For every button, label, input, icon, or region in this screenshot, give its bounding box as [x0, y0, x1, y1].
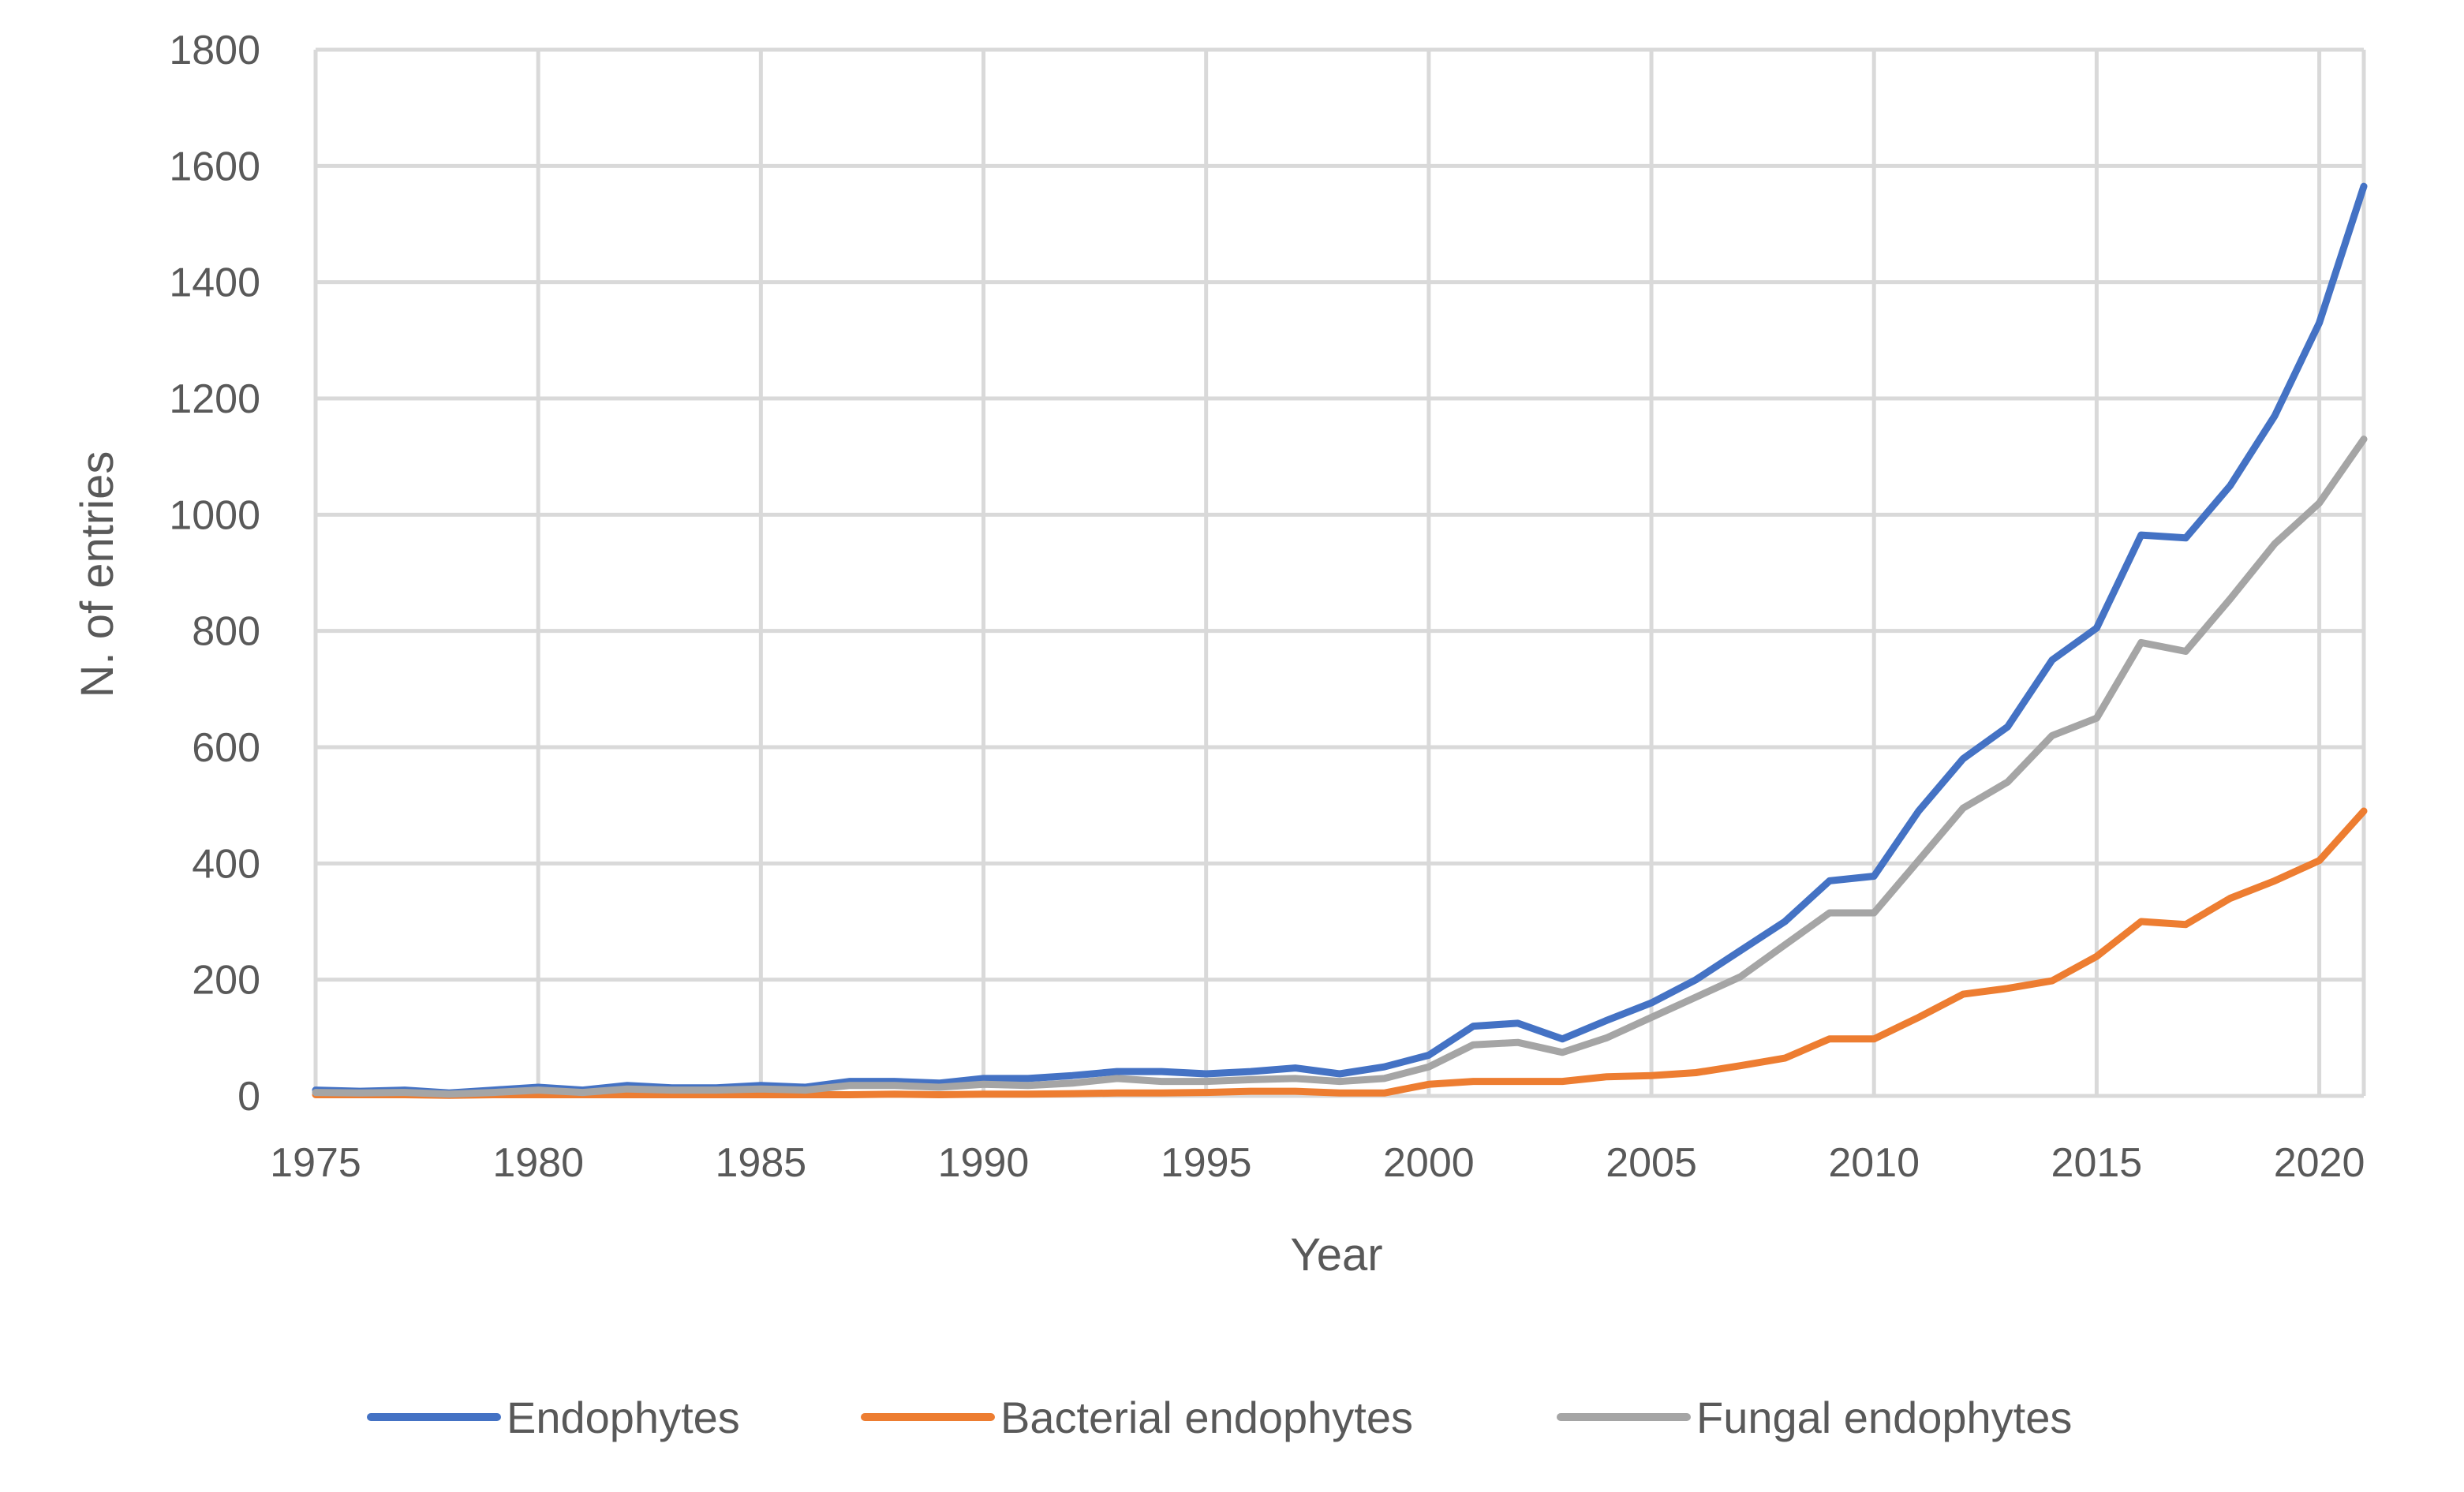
y-tick-label: 1800 — [169, 28, 260, 73]
vertical-gridlines — [313, 50, 2366, 1096]
series-line-bacterial-endophytes — [312, 807, 2368, 1099]
legend-label-endophytes: Endophytes — [507, 1393, 740, 1442]
y-tick-label: 0 — [237, 1074, 260, 1120]
x-tick-label: 1975 — [270, 1140, 361, 1186]
series-lines — [312, 182, 2368, 1099]
y-axis-title: N. of entries — [72, 451, 123, 698]
horizontal-gridlines — [316, 47, 2364, 1098]
x-axis-tick-labels: 1975 1980 1985 1990 1995 2000 2005 2010 2015 2020 — [270, 1140, 2365, 1186]
series-line-endophytes — [312, 182, 2368, 1097]
legend: Endophytes Bacterial endophytes Fungal end… — [367, 1393, 2072, 1442]
legend-label-bacterial-endophytes: Bacterial endophytes — [1000, 1393, 1413, 1442]
series-line-fungal-endophytes — [312, 436, 2368, 1098]
y-tick-label: 1000 — [169, 492, 260, 538]
x-tick-label: 1990 — [938, 1140, 1030, 1186]
x-tick-label: 2020 — [2274, 1140, 2365, 1186]
x-tick-label: 2015 — [2051, 1140, 2143, 1186]
legend-label-fungal-endophytes: Fungal endophytes — [1696, 1393, 2072, 1442]
y-tick-label: 1600 — [169, 144, 260, 189]
x-tick-label: 1980 — [492, 1140, 584, 1186]
y-tick-label: 400 — [192, 841, 260, 887]
x-axis-title: Year — [1290, 1229, 1382, 1281]
y-tick-label: 600 — [192, 725, 260, 771]
x-tick-label: 2000 — [1383, 1140, 1475, 1186]
x-tick-label: 1995 — [1161, 1140, 1252, 1186]
y-tick-label: 800 — [192, 609, 260, 655]
y-tick-label: 1400 — [169, 260, 260, 306]
y-axis-tick-labels: 0 200 400 600 800 1000 1200 1400 1600 1800 — [169, 28, 260, 1120]
x-tick-label: 2010 — [1828, 1140, 1920, 1186]
x-tick-label: 1985 — [716, 1140, 807, 1186]
x-tick-label: 2005 — [1606, 1140, 1697, 1186]
y-tick-label: 200 — [192, 958, 260, 1004]
y-tick-label: 1200 — [169, 376, 260, 422]
